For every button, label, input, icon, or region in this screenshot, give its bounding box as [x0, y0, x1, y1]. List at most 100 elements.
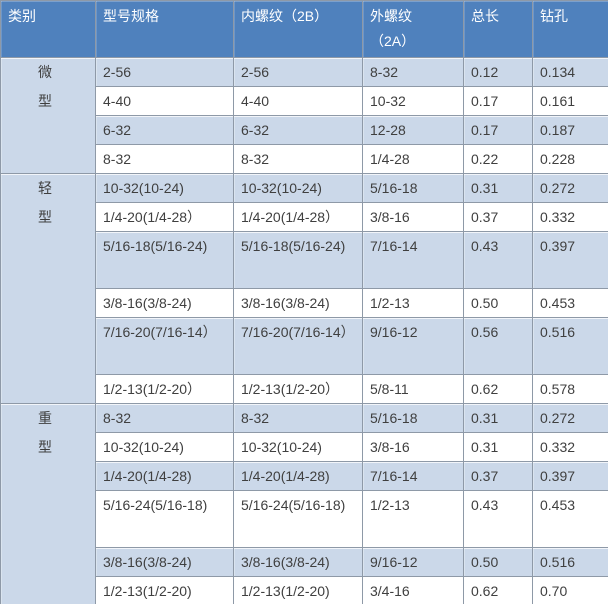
cell-internal-thread: 1/2-13(1/2-20): [233, 576, 363, 604]
cell-model-spec: 5/16-18(5/16-24): [95, 231, 234, 289]
cell-external-thread: 1/4-28: [362, 144, 464, 174]
cell-total-length: 0.37: [463, 202, 533, 232]
cell-drill-hole: 0.578: [532, 374, 608, 404]
cell-drill-hole: 0.161: [532, 86, 608, 116]
cell-internal-thread: 8-32: [233, 403, 363, 433]
cell-internal-thread: 5/16-24(5/16-18): [233, 490, 363, 548]
cell-category: 微型: [0, 57, 96, 174]
cell-internal-thread: 4-40: [233, 86, 363, 116]
cell-external-thread: 5/8-11: [362, 374, 464, 404]
column-header-internal-thread: 内螺纹（2B）: [233, 0, 363, 58]
cell-total-length: 0.62: [463, 374, 533, 404]
table-row: 8-32 8-32 1/4-28 0.22 0.228: [1, 144, 608, 174]
table-row: 6-32 6-32 12-28 0.17 0.187: [1, 115, 608, 145]
cell-total-length: 0.17: [463, 115, 533, 145]
cell-internal-thread: 5/16-18(5/16-24): [233, 231, 363, 289]
cell-total-length: 0.31: [463, 403, 533, 433]
cell-total-length: 0.43: [463, 231, 533, 289]
cell-drill-hole: 0.332: [532, 432, 608, 462]
table-body: 微型 2-56 2-56 8-32 0.12 0.134 4-40 4-40 10-32 0.17…: [0, 57, 608, 604]
table-row: 1/2-13(1/2-20） 1/2-13(1/2-20） 5/8-11 0.62 0.…: [1, 374, 608, 404]
table-row: 5/16-18(5/16-24) 5/16-18(5/16-24) 7/16-14 0…: [1, 231, 608, 289]
cell-model-spec: 3/8-16(3/8-24): [95, 547, 234, 577]
column-header-external-thread: 外螺纹 （2A）: [362, 0, 464, 58]
table-row: 1/4-20(1/4-28) 1/4-20(1/4-28) 7/16-14 0.37 0…: [1, 461, 608, 491]
cell-external-thread: 7/16-14: [362, 461, 464, 491]
table-row: 1/4-20(1/4-28） 1/4-20(1/4-28） 3/8-16 0.37 0.…: [1, 202, 608, 232]
cell-drill-hole: 0.70: [532, 576, 608, 604]
cell-internal-thread: 6-32: [233, 115, 363, 145]
cell-internal-thread: 1/2-13(1/2-20）: [233, 374, 363, 404]
table-row: 微型 2-56 2-56 8-32 0.12 0.134: [0, 57, 608, 174]
cell-drill-hole: 0.516: [532, 317, 608, 375]
cell-external-thread: 5/16-18: [362, 403, 464, 433]
cell-total-length: 0.31: [463, 432, 533, 462]
cell-internal-thread: 2-56: [233, 57, 363, 87]
cell-model-spec: 1/4-20(1/4-28）: [95, 202, 234, 232]
cell-drill-hole: 0.228: [532, 144, 608, 174]
cell-internal-thread: 3/8-16(3/8-24): [233, 288, 363, 318]
table-row: 轻型 10-32(10-24) 10-32(10-24) 5/16-18 0.31 0.2…: [0, 173, 608, 404]
cell-model-spec: 6-32: [95, 115, 234, 145]
cell-total-length: 0.56: [463, 317, 533, 375]
cell-model-spec: 7/16-20(7/16-14）: [95, 317, 234, 375]
cell-internal-thread: 10-32(10-24): [233, 432, 363, 462]
cell-external-thread: 12-28: [362, 115, 464, 145]
cell-model-spec: 1/2-13(1/2-20): [95, 576, 234, 604]
cell-internal-thread: 7/16-20(7/16-14）: [233, 317, 363, 375]
cell-total-length: 0.43: [463, 490, 533, 548]
cell-internal-thread: 1/4-20(1/4-28）: [233, 202, 363, 232]
table-row: 5/16-24(5/16-18) 5/16-24(5/16-18) 1/2-13 0.…: [1, 490, 608, 548]
cell-drill-hole: 0.397: [532, 461, 608, 491]
cell-external-thread: 5/16-18: [362, 173, 464, 203]
cell-drill-hole: 0.453: [532, 288, 608, 318]
cell-internal-thread: 1/4-20(1/4-28): [233, 461, 363, 491]
cell-model-spec: 8-32: [95, 144, 234, 174]
cell-total-length: 0.62: [463, 576, 533, 604]
cell-model-spec: 1/4-20(1/4-28): [95, 461, 234, 491]
category-label: 重型: [38, 410, 52, 455]
table-header: 类别 型号规格 内螺纹（2B） 外螺纹 （2A） 总长 钻孔: [0, 0, 608, 58]
cell-model-spec: 4-40: [95, 86, 234, 116]
cell-internal-thread: 10-32(10-24): [233, 173, 363, 203]
category-label: 轻型: [38, 180, 52, 225]
cell-category: 轻型: [0, 173, 96, 404]
cell-external-thread: 1/2-13: [362, 288, 464, 318]
cell-external-thread: 9/16-12: [362, 547, 464, 577]
cell-total-length: 0.17: [463, 86, 533, 116]
table-row: 4-40 4-40 10-32 0.17 0.161: [1, 86, 608, 116]
cell-external-thread: 3/4-16: [362, 576, 464, 604]
cell-internal-thread: 3/8-16(3/8-24): [233, 547, 363, 577]
cell-drill-hole: 0.453: [532, 490, 608, 548]
category-label: 微型: [38, 64, 52, 109]
table-row: 重型 8-32 8-32 5/16-18 0.31 0.272: [0, 403, 608, 604]
table-row: 3/8-16(3/8-24) 3/8-16(3/8-24) 9/16-12 0.50 0…: [1, 547, 608, 577]
cell-external-thread: 3/8-16: [362, 432, 464, 462]
cell-model-spec: 3/8-16(3/8-24): [95, 288, 234, 318]
cell-model-spec: 5/16-24(5/16-18): [95, 490, 234, 548]
cell-drill-hole: 0.397: [532, 231, 608, 289]
cell-external-thread: 9/16-12: [362, 317, 464, 375]
table-row: 1/2-13(1/2-20) 1/2-13(1/2-20) 3/4-16 0.62 0.…: [1, 576, 608, 604]
column-header-total-length: 总长: [463, 0, 533, 58]
cell-model-spec: 1/2-13(1/2-20）: [95, 374, 234, 404]
cell-external-thread: 10-32: [362, 86, 464, 116]
cell-total-length: 0.37: [463, 461, 533, 491]
cell-external-thread: 8-32: [362, 57, 464, 87]
table-row: 7/16-20(7/16-14） 7/16-20(7/16-14） 9/16-12 0…: [1, 317, 608, 375]
cell-external-thread: 7/16-14: [362, 231, 464, 289]
cell-internal-thread: 8-32: [233, 144, 363, 174]
cell-total-length: 0.31: [463, 173, 533, 203]
cell-drill-hole: 0.187: [532, 115, 608, 145]
cell-drill-hole: 0.332: [532, 202, 608, 232]
cell-model-spec: 10-32(10-24): [95, 432, 234, 462]
cell-drill-hole: 0.134: [532, 57, 608, 87]
cell-drill-hole: 0.272: [532, 173, 608, 203]
cell-model-spec: 2-56: [95, 57, 234, 87]
cell-category: 重型: [0, 403, 96, 604]
cell-external-thread: 1/2-13: [362, 490, 464, 548]
column-header-model-spec: 型号规格: [95, 0, 234, 58]
cell-model-spec: 8-32: [95, 403, 234, 433]
